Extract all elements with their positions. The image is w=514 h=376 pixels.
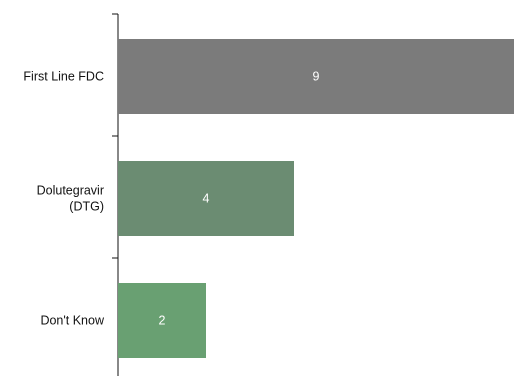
category-labels: First Line FDC Dolutegravir (DTG) Don't Kno… (23, 70, 105, 328)
category-label: First Line FDC (23, 70, 104, 84)
category-label: Don't Know (40, 314, 105, 328)
category-label: Dolutegravir (DTG) (37, 184, 104, 214)
category-label-line: Don't Know (40, 314, 105, 328)
category-label-line: First Line FDC (23, 70, 104, 84)
bar-value-label: 4 (203, 192, 210, 206)
bar (118, 161, 294, 236)
data-labels: 9 4 2 (159, 70, 320, 328)
bar-value-label: 9 (313, 70, 320, 84)
bar (118, 283, 206, 358)
y-axis-ticks (112, 13, 118, 259)
category-label-line: (DTG) (69, 200, 104, 214)
bar-value-label: 2 (159, 314, 166, 328)
category-label-line: Dolutegravir (37, 184, 104, 198)
bars-group (118, 39, 514, 358)
bar (118, 39, 514, 114)
